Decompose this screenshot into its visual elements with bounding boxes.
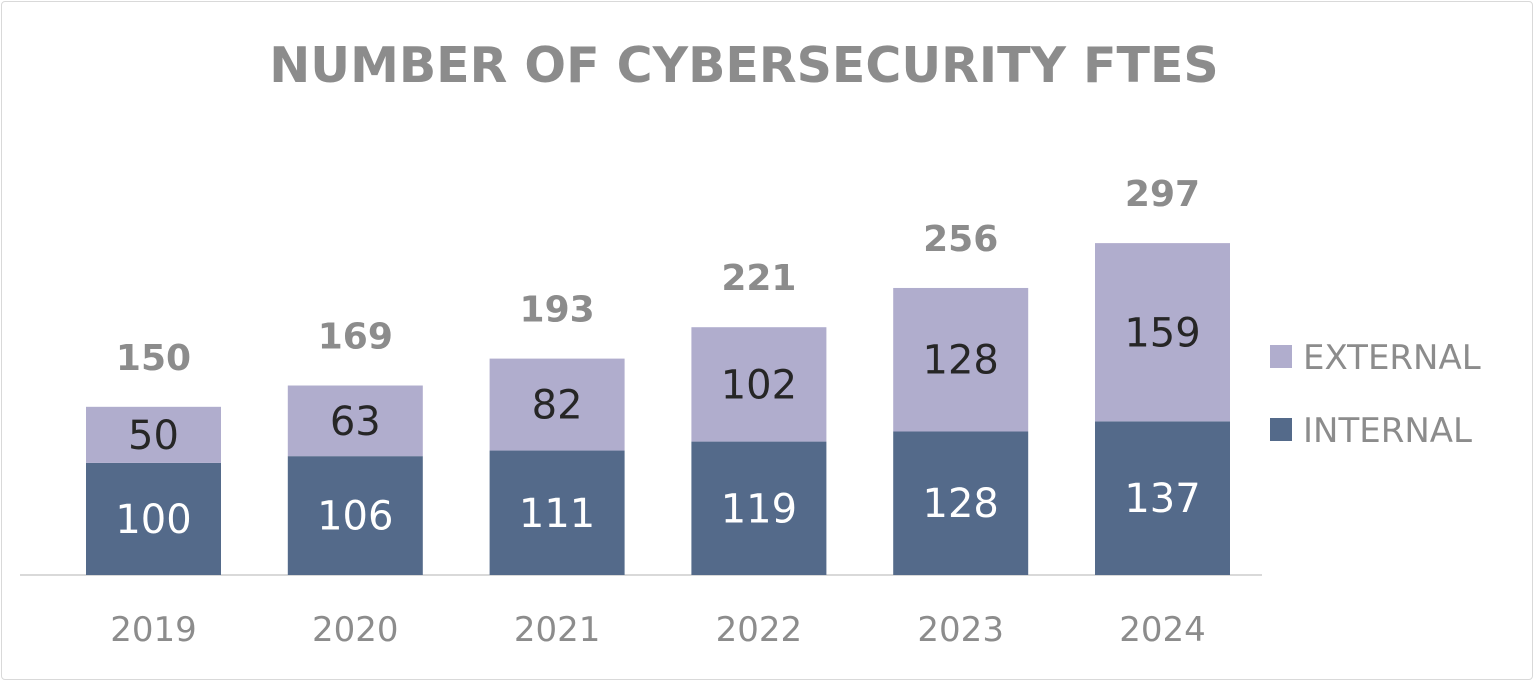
total-label-2019: 150 xyxy=(116,338,191,379)
data-label-external-2022: 102 xyxy=(721,362,797,408)
legend: EXTERNAL INTERNAL xyxy=(1270,338,1481,451)
legend-label-internal: INTERNAL xyxy=(1303,411,1472,451)
data-label-external-2024: 159 xyxy=(1124,310,1200,356)
total-label-2023: 256 xyxy=(923,219,998,260)
x-tick-label-2022: 2022 xyxy=(716,610,803,650)
bar-external-2020 xyxy=(287,385,423,457)
x-tick-label-2021: 2021 xyxy=(514,610,601,650)
data-label-internal-2023: 128 xyxy=(923,481,999,527)
bar-external-2022 xyxy=(691,327,827,442)
legend-label-external: EXTERNAL xyxy=(1303,338,1481,378)
bar-external-2023 xyxy=(893,287,1029,432)
bar-internal-2020 xyxy=(287,456,423,575)
x-tick-label-2019: 2019 xyxy=(110,610,197,650)
data-label-external-2023: 128 xyxy=(923,338,999,384)
total-label-2022: 221 xyxy=(721,258,796,299)
total-label-2021: 193 xyxy=(520,290,595,331)
total-label-2024: 297 xyxy=(1125,174,1200,215)
data-label-internal-2019: 100 xyxy=(115,497,191,543)
bar-external-2021 xyxy=(489,358,625,451)
data-label-internal-2024: 137 xyxy=(1124,476,1200,522)
data-label-external-2020: 63 xyxy=(330,399,381,445)
chart-title: NUMBER OF CYBERSECURITY FTES xyxy=(269,37,1218,94)
data-label-internal-2022: 119 xyxy=(721,486,797,532)
total-label-2020: 169 xyxy=(318,317,393,358)
x-tick-label-2024: 2024 xyxy=(1119,610,1206,650)
bar-internal-2022 xyxy=(691,441,827,575)
legend-swatch-internal xyxy=(1270,418,1292,441)
bar-internal-2023 xyxy=(893,431,1029,575)
data-label-external-2021: 82 xyxy=(532,383,583,429)
x-tick-label-2023: 2023 xyxy=(917,610,1004,650)
data-label-external-2019: 50 xyxy=(128,413,179,459)
data-label-internal-2020: 106 xyxy=(317,494,393,540)
bar-external-2019 xyxy=(86,406,221,463)
bar-external-2024 xyxy=(1095,243,1230,422)
legend-swatch-external xyxy=(1270,345,1292,368)
bar-internal-2021 xyxy=(489,450,625,575)
bar-internal-2024 xyxy=(1095,421,1230,575)
bar-internal-2019 xyxy=(86,462,221,575)
data-label-internal-2021: 111 xyxy=(519,491,595,537)
x-tick-label-2020: 2020 xyxy=(312,610,399,650)
